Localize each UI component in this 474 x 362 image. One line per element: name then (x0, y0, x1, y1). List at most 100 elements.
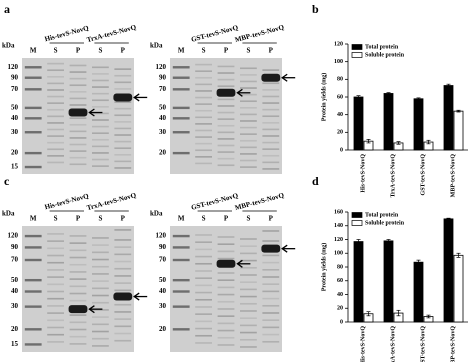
gel-band (217, 98, 235, 101)
y-tick-label: 100 (334, 251, 343, 257)
y-tick-label: 20 (337, 130, 343, 136)
gel-band (47, 305, 64, 307)
gel-band (114, 275, 132, 277)
gel-band (195, 129, 212, 132)
panel-letter: a (4, 2, 10, 16)
gel-band (47, 122, 64, 124)
y-tick-label: 40 (337, 112, 343, 118)
gel-band (114, 325, 132, 328)
gel-band (47, 283, 64, 286)
error-bar (416, 97, 421, 101)
gel-band (92, 237, 109, 239)
ladder-label: 40 (11, 114, 19, 122)
panel-letter: c (4, 174, 10, 188)
gel-band (240, 259, 257, 262)
ladder-label: 120 (156, 232, 167, 240)
gel-band (195, 334, 212, 337)
gel-band (92, 125, 109, 128)
gel-band (240, 87, 257, 89)
gel-band (114, 81, 132, 84)
gel-band (195, 76, 212, 79)
ladder-label: 70 (159, 256, 167, 264)
gel-band (47, 319, 64, 322)
x-tick-label: GST-tevS-NovQ (420, 326, 426, 362)
error-bar (366, 311, 371, 317)
arrow-head (236, 259, 243, 268)
x-tick-label: GST-tevS-NovQ (420, 154, 426, 196)
gel-band (92, 119, 109, 121)
error-bar (426, 139, 431, 145)
y-axis-label: Protein yields (mg) (320, 73, 327, 122)
gel-band (114, 229, 132, 231)
gel-band (240, 93, 257, 96)
gel-band (195, 241, 212, 243)
ladder-band (172, 278, 190, 282)
gel-band (217, 279, 235, 281)
gel-band (114, 160, 132, 163)
gel-band (217, 65, 235, 68)
gel-band (195, 83, 212, 86)
gel-band (69, 321, 87, 324)
lane-label: M (30, 47, 37, 55)
gel-band (195, 255, 212, 258)
gel-band (240, 139, 257, 142)
gel-band (240, 74, 257, 76)
gel-band (195, 63, 212, 66)
lane-label: S (246, 47, 250, 55)
gel-band (195, 248, 212, 251)
y-tick-label: 140 (334, 223, 343, 229)
construct-label: MBP-tevS-NovQ (234, 23, 285, 44)
y-tick-label: 80 (337, 264, 343, 270)
gel-band (240, 100, 257, 103)
gel-band (92, 86, 109, 88)
gel-band (195, 291, 212, 294)
overexpressed-band (261, 244, 281, 253)
gel-band (47, 95, 64, 98)
gel-band (92, 258, 109, 261)
gel-band (114, 147, 132, 149)
gel-band (69, 97, 87, 100)
gel-band (195, 306, 212, 308)
gel-band (47, 155, 64, 157)
gel-band (114, 127, 132, 130)
kda-label: kDa (150, 210, 163, 218)
y-axis-label: Protein yields (mg) (320, 243, 327, 292)
bar (453, 254, 464, 323)
construct-label: GST-tevS-NovQ (190, 191, 239, 211)
kda-label: kDa (2, 42, 15, 50)
construct-label: His-tevS-NovQ (44, 24, 90, 44)
gel-band (92, 99, 109, 102)
legend-swatch (351, 52, 363, 58)
ladder-band (172, 234, 190, 238)
y-tick-label: 120 (334, 41, 343, 47)
ladder-band (172, 258, 190, 262)
ladder-label: 90 (159, 73, 167, 81)
lane-label: S (54, 215, 58, 223)
error-bar (456, 109, 461, 113)
x-tick-label: His-tevS-NovQ (360, 326, 366, 362)
y-tick-label: 80 (337, 77, 343, 83)
gel-band (195, 277, 212, 279)
error-bar (386, 239, 391, 243)
gel-band (69, 104, 87, 106)
y-tick-label: 20 (337, 306, 343, 312)
gel-band (262, 135, 280, 137)
error-bar (416, 259, 421, 265)
overexpressed-band (261, 73, 281, 82)
gel-band (114, 260, 132, 263)
gel-band (240, 317, 257, 319)
gel-band (195, 313, 212, 315)
gel-band (195, 136, 212, 138)
gel-band (195, 116, 212, 119)
gel-band (47, 290, 64, 293)
error-bar (386, 92, 391, 95)
gel-band (217, 236, 235, 238)
gel-band (69, 242, 87, 244)
gel-band (262, 82, 280, 85)
lane-label: S (54, 47, 58, 55)
legend-label: Total protein (365, 212, 399, 218)
gel-band (195, 149, 212, 152)
gel-band (240, 245, 257, 248)
gel-band (262, 95, 280, 98)
gel-band (240, 338, 257, 341)
